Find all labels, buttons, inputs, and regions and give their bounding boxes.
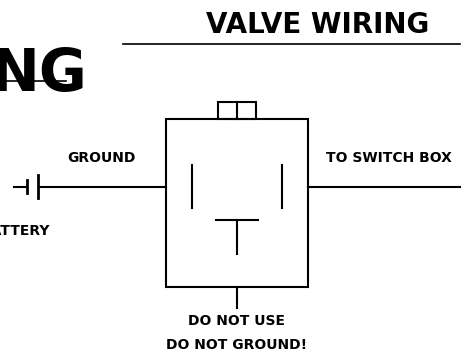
Text: TO SWITCH BOX: TO SWITCH BOX [326,152,452,165]
Text: NG: NG [0,45,87,103]
Text: GROUND: GROUND [68,152,136,165]
Bar [166,119,308,288]
Text: DO NOT GROUND!: DO NOT GROUND! [166,338,308,352]
Text: VALVE WIRING: VALVE WIRING [206,11,429,38]
Text: DO NOT USE: DO NOT USE [189,314,285,328]
Bar [218,102,256,119]
Text: BATTERY: BATTERY [0,224,51,238]
